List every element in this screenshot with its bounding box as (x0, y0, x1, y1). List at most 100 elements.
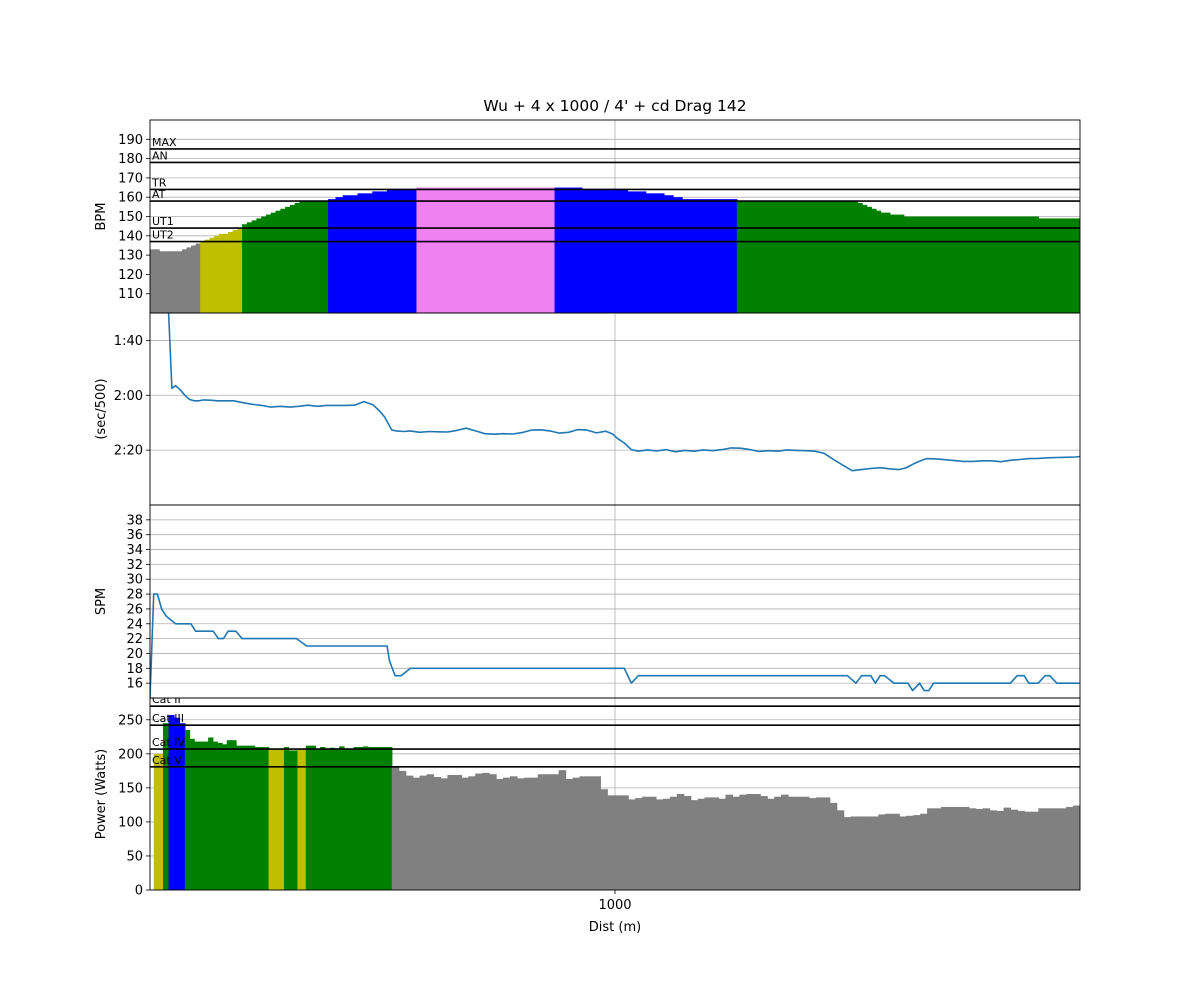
power-bar (447, 774, 455, 890)
hr-y-tick-label: 160 (118, 191, 143, 206)
power-bar (509, 776, 518, 890)
hr-bar (829, 201, 835, 313)
hr-bar (280, 208, 286, 313)
hr-bar (168, 251, 174, 313)
power-panel: 0 50 100 150 200 250 Cat II Cat III Cat IV Cat V P… (94, 697, 1081, 899)
pace-series-line (167, 313, 1080, 472)
hr-bar (977, 216, 984, 313)
hr-bar (627, 191, 638, 313)
hr-bar (448, 187, 460, 313)
power-bar (419, 775, 428, 890)
power-plot-area: Cat II Cat III Cat IV Cat V (150, 698, 1080, 890)
power-bar (523, 777, 532, 890)
power-bar (377, 747, 383, 890)
power-bar (245, 745, 251, 890)
power-bar (989, 810, 998, 890)
chart-title: Wu + 4 x 1000 / 4' + cd Drag 142 (483, 97, 746, 115)
hr-bar (838, 201, 845, 313)
hr-bar (572, 187, 583, 313)
power-zone-label: Cat V (152, 754, 182, 767)
hr-bar (275, 210, 281, 313)
hr-bar (172, 251, 178, 313)
x-tick-label: 1000 (598, 898, 631, 913)
hr-bar (386, 189, 395, 313)
hr-bar (709, 199, 720, 313)
hr-bar (313, 201, 320, 313)
power-bar (367, 747, 374, 890)
hr-bar (563, 187, 574, 313)
spm-y-tick-label: 28 (126, 588, 143, 603)
pace-plot-area (167, 313, 1080, 472)
hr-bar (862, 204, 868, 313)
hr-bar (401, 189, 410, 313)
power-y-tick-label: 50 (126, 849, 143, 864)
power-bar (329, 747, 336, 890)
hr-bar (875, 210, 882, 313)
power-bar (822, 797, 831, 890)
power-zone-label: Cat III (152, 712, 184, 725)
power-bar (940, 806, 949, 890)
power-y-tick-label: 150 (118, 781, 143, 796)
hr-bar (1005, 216, 1012, 313)
hr-bar (959, 216, 965, 313)
power-bar (263, 747, 270, 890)
power-y-tick-label: 250 (118, 713, 143, 728)
power-bar (655, 799, 664, 890)
hr-bar (154, 249, 160, 313)
hr-zone-label: TR (151, 176, 167, 189)
power-bar (850, 816, 859, 890)
hr-bar (299, 201, 305, 313)
hr-bar (741, 201, 747, 313)
power-bar (885, 813, 893, 890)
hr-bar (163, 251, 169, 313)
power-zone-label: Cat IV (152, 736, 185, 749)
power-bar (551, 774, 560, 890)
hr-bar (251, 220, 258, 313)
power-bar (579, 776, 588, 890)
hr-bar (159, 251, 165, 313)
spm-plot-area (150, 593, 1080, 698)
power-bar (320, 747, 326, 890)
power-bar (283, 747, 290, 890)
hr-bar (1024, 216, 1030, 313)
hr-bar (987, 216, 993, 313)
power-bar (1024, 811, 1032, 890)
power-bar (301, 749, 307, 890)
power-bar (310, 745, 316, 890)
hr-bar (437, 187, 449, 313)
hr-bar (769, 201, 775, 313)
power-bar (801, 796, 810, 890)
hr-bar (618, 189, 629, 313)
hr-bar (857, 202, 863, 313)
hr-bar (237, 228, 243, 313)
power-bar (288, 750, 294, 890)
hr-bar (285, 206, 291, 313)
hr-zone-label: AN (152, 149, 168, 162)
hr-bar (223, 233, 229, 313)
power-bar (788, 796, 796, 890)
hr-bar (1033, 216, 1039, 313)
hr-y-tick-label: 110 (118, 287, 143, 302)
hr-bar (304, 201, 310, 313)
hr-bar (654, 193, 665, 313)
power-bar (278, 749, 285, 890)
hr-bar (806, 201, 812, 313)
power-bar (412, 777, 421, 890)
power-bar (753, 794, 761, 890)
power-bar (794, 796, 803, 890)
hr-bar (866, 206, 872, 313)
hr-bar (736, 201, 743, 313)
hr-bar (945, 216, 951, 313)
hr-bar (591, 189, 601, 313)
power-bar (927, 808, 935, 890)
hr-bar (335, 197, 344, 313)
hr-y-tick-label: 130 (118, 249, 143, 264)
hr-bar (270, 212, 277, 313)
hr-bar (811, 201, 817, 313)
power-bar (558, 770, 567, 890)
power-bar (348, 749, 355, 890)
hr-bar (357, 193, 366, 313)
hr-bar (177, 251, 183, 313)
power-bar (718, 798, 727, 890)
